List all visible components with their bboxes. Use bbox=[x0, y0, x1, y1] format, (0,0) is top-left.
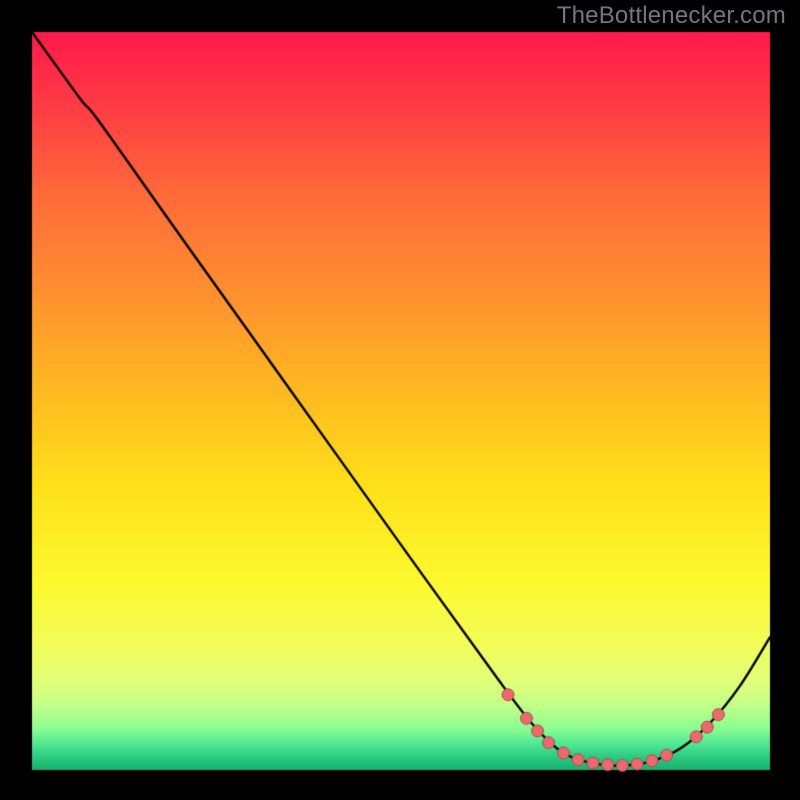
chart-stage: TheBottlenecker.com bbox=[0, 0, 800, 800]
watermark-text: TheBottlenecker.com bbox=[557, 4, 786, 28]
bottleneck-curve-chart bbox=[0, 0, 800, 800]
